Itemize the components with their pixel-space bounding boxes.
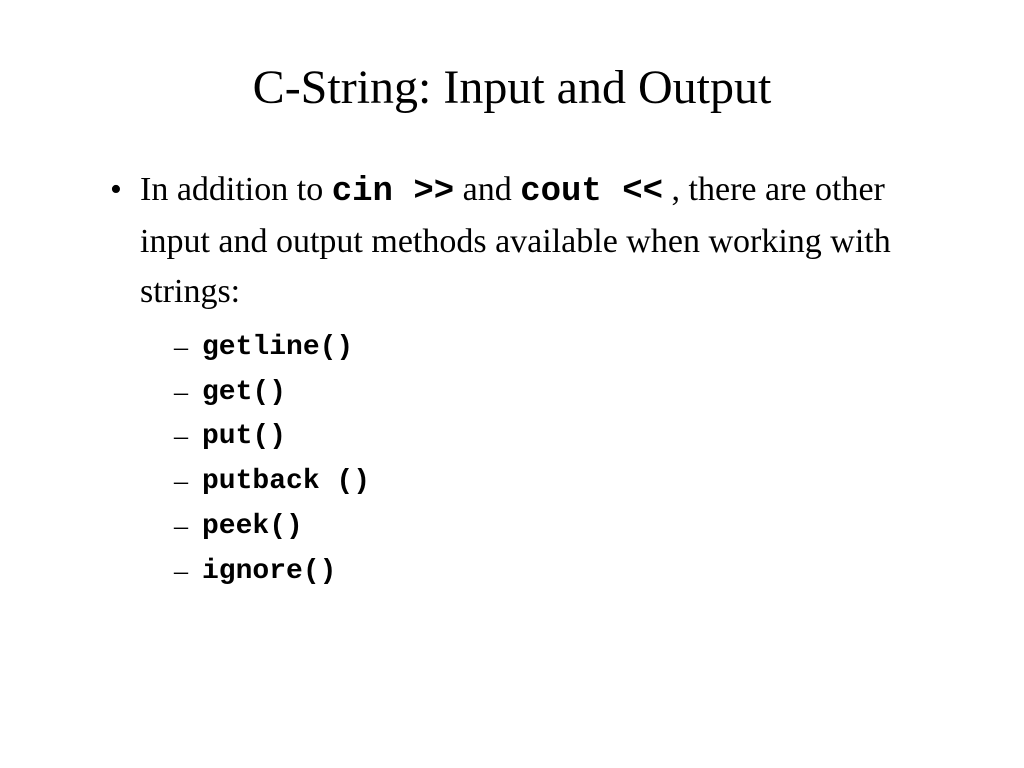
bullet-text-segment: In addition to [140, 171, 332, 208]
code-inline-cin: cin >> [332, 173, 454, 211]
sub-item: getline() [174, 326, 944, 371]
sub-item: get() [174, 371, 944, 416]
body-list: In addition to cin >> and cout << , ther… [80, 165, 944, 595]
sub-item: ignore() [174, 550, 944, 595]
code-inline-cout: cout << [520, 173, 663, 211]
sub-list: getline() get() put() putback () peek() … [140, 326, 944, 595]
slide: C-String: Input and Output In addition t… [0, 0, 1024, 768]
sub-item: peek() [174, 505, 944, 550]
bullet-item: In addition to cin >> and cout << , ther… [110, 165, 944, 595]
slide-title: C-String: Input and Output [80, 60, 944, 115]
bullet-text-segment: and [454, 171, 520, 208]
sub-item: putback () [174, 460, 944, 505]
sub-item: put() [174, 415, 944, 460]
